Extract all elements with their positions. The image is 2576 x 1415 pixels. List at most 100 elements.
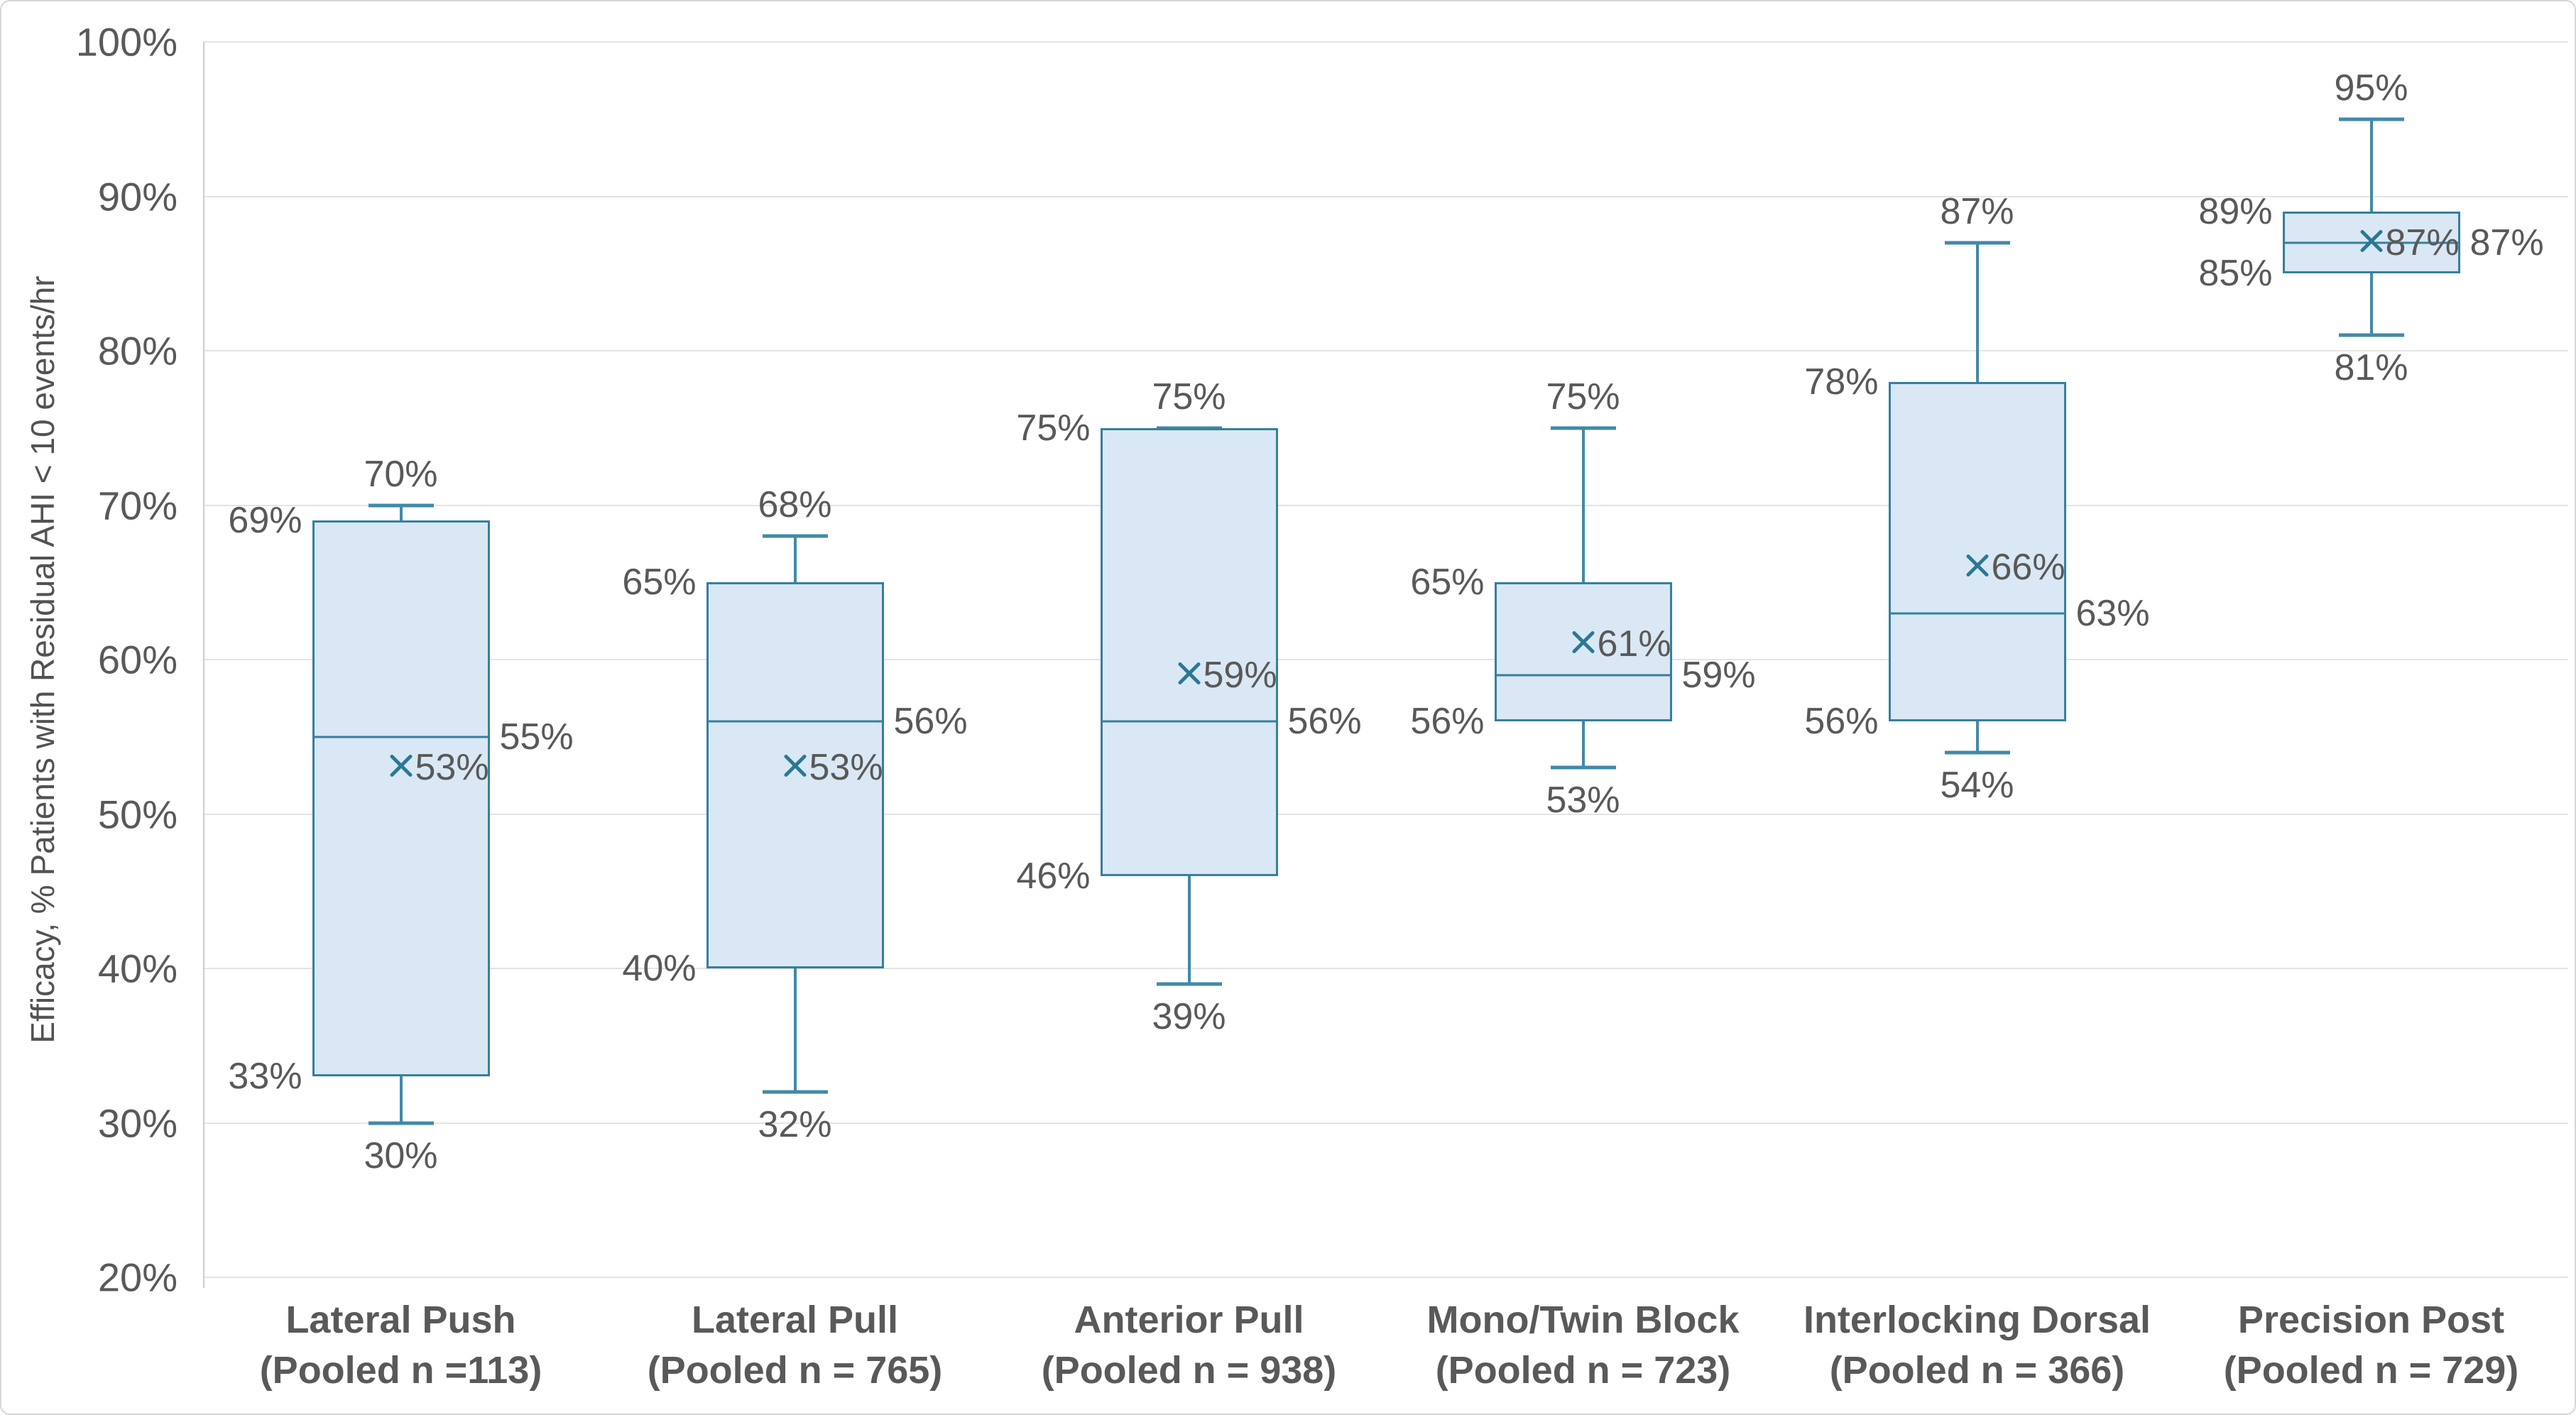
q1-label: 56% (1804, 701, 1879, 742)
whisker-line-top (1581, 427, 1585, 583)
category-pooled-n: (Pooled n = 765) (647, 1349, 943, 1392)
median-line (1101, 720, 1277, 723)
median-label: 56% (1287, 701, 1362, 742)
q3-label: 65% (622, 562, 697, 603)
q1-label: 56% (1410, 701, 1485, 742)
y-tick-label: 100% (75, 19, 178, 65)
whisker-low-label: 32% (758, 1104, 832, 1145)
whisker-line-top (1975, 242, 1979, 382)
whisker-high-label: 87% (1940, 190, 2014, 232)
y-tick-label: 50% (97, 792, 178, 836)
category-name: Mono/Twin Block (1426, 1299, 1740, 1341)
whisker-cap-top (762, 534, 828, 538)
whisker-line-bottom (1187, 875, 1191, 984)
whisker-high-label: 75% (1546, 376, 1620, 417)
median-line (1889, 612, 2065, 615)
whisker-line-bottom (1975, 721, 1979, 753)
mean-marker-icon (388, 753, 414, 782)
whisker-cap-bottom (1550, 765, 1616, 770)
category-label: Lateral Pull (Pooled n = 765) (596, 1295, 994, 1397)
median-label: 55% (499, 716, 574, 758)
category-name: Lateral Push (285, 1299, 516, 1341)
whisker-low-label: 81% (2334, 347, 2408, 389)
whisker-cap-top (1944, 241, 2010, 245)
whisker-high-label: 70% (364, 453, 438, 495)
median-line (706, 720, 883, 723)
median-label: 63% (2075, 592, 2150, 634)
gridline (204, 504, 2568, 506)
mean-marker-icon (1571, 630, 1596, 659)
category-label: Lateral Push (Pooled n =113) (202, 1295, 600, 1397)
whisker-line-bottom (2369, 273, 2373, 336)
category-pooled-n: (Pooled n = 938) (1041, 1349, 1337, 1392)
whisker-low-label: 53% (1546, 780, 1620, 821)
category-label: Mono/Twin Block (Pooled n = 723) (1385, 1295, 1782, 1397)
whisker-high-label: 75% (1152, 376, 1226, 417)
whisker-cap-top (368, 503, 434, 507)
box-rect (1100, 427, 1278, 876)
whisker-high-label: 95% (2334, 67, 2408, 109)
whisker-high-label: 68% (758, 484, 832, 525)
median-line (1495, 674, 1671, 677)
box-rect (706, 582, 884, 968)
whisker-low-label: 54% (1940, 764, 2014, 806)
category-label: Precision Post (Pooled n = 729) (2173, 1295, 2570, 1397)
mean-marker-icon (1965, 552, 1990, 581)
q3-label: 65% (1410, 562, 1485, 603)
q1-label: 40% (622, 948, 697, 989)
category-pooled-n: (Pooled n = 723) (1435, 1349, 1731, 1392)
box-rect (1494, 582, 1672, 721)
gridline (204, 1277, 2568, 1278)
mean-label: 53% (809, 747, 883, 789)
category-label: Anterior Pull (Pooled n = 938) (990, 1295, 1388, 1397)
mean-label: 87% (2385, 222, 2460, 263)
box-rect (312, 520, 490, 1077)
box-rect (1888, 381, 2066, 721)
category-name: Precision Post (2237, 1299, 2505, 1341)
whisker-line-bottom (1581, 721, 1585, 768)
y-tick-label: 80% (97, 328, 178, 373)
category-pooled-n: (Pooled n = 729) (2223, 1349, 2519, 1392)
mean-label: 59% (1203, 654, 1277, 696)
whisker-line-bottom (793, 968, 797, 1092)
y-tick-label: 20% (97, 1255, 178, 1300)
y-tick-label: 60% (97, 637, 178, 682)
q1-label: 85% (2198, 253, 2273, 295)
median-label: 56% (893, 701, 968, 742)
whisker-cap-bottom (762, 1090, 828, 1094)
gridline (204, 1122, 2568, 1124)
whisker-cap-top (1550, 426, 1616, 430)
mean-marker-icon (2359, 228, 2384, 257)
q3-label: 78% (1804, 361, 1879, 403)
whisker-line-top (399, 505, 403, 521)
q1-label: 46% (1016, 855, 1091, 897)
q1-label: 33% (228, 1056, 302, 1098)
category-pooled-n: (Pooled n =113) (259, 1349, 542, 1392)
whisker-line-top (793, 536, 797, 583)
y-axis-line (203, 42, 204, 1288)
category-label: Interlocking Dorsal (Pooled n = 366) (1779, 1295, 2176, 1397)
mean-marker-icon (782, 753, 808, 782)
category-pooled-n: (Pooled n = 366) (1829, 1349, 2125, 1392)
mean-label: 53% (415, 747, 489, 789)
y-tick-label: 90% (97, 174, 178, 219)
whisker-cap-top (2338, 117, 2404, 121)
mean-marker-icon (1177, 660, 1202, 689)
median-label: 87% (2469, 222, 2544, 263)
gridline (204, 659, 2568, 660)
q3-label: 75% (1016, 407, 1091, 449)
whisker-cap-bottom (2338, 333, 2404, 337)
category-name: Lateral Pull (691, 1299, 899, 1341)
median-label: 59% (1681, 654, 1756, 696)
mean-label: 66% (1991, 546, 2065, 588)
whisker-line-bottom (399, 1076, 403, 1123)
y-tick-label: 40% (97, 946, 178, 991)
q3-label: 89% (2198, 191, 2273, 233)
q3-label: 69% (228, 500, 302, 542)
y-tick-label: 70% (97, 483, 178, 528)
category-name: Anterior Pull (1074, 1299, 1304, 1341)
median-line (312, 736, 489, 738)
whisker-cap-bottom (368, 1121, 434, 1125)
gridline (204, 41, 2568, 43)
